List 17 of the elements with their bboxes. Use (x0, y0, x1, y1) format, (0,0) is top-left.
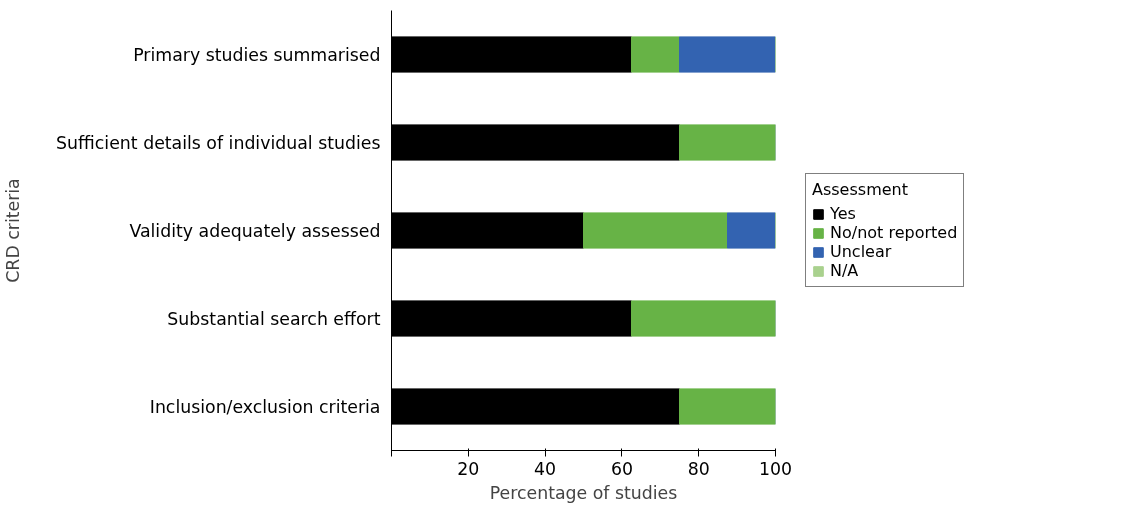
y-tick-label: Primary studies summarised (133, 44, 381, 65)
legend-label: N/A (830, 261, 859, 280)
x-tick-label: 60 (610, 458, 633, 479)
x-tick-label: 100 (758, 458, 793, 479)
y-axis-title: CRD criteria (3, 178, 24, 283)
x-tick-label: 80 (687, 458, 710, 479)
x-tick-label: 20 (457, 458, 480, 479)
legend-label: Yes (830, 204, 856, 223)
y-tick-label: Inclusion/exclusion criteria (149, 396, 381, 417)
y-tick-label: Substantial search effort (167, 308, 381, 329)
legend-label: Unclear (830, 242, 892, 261)
x-axis-title: Percentage of studies (489, 482, 678, 503)
legend-title: Assessment (812, 180, 909, 199)
legend-label: No/not reported (830, 223, 958, 242)
x-tick-label: 40 (534, 458, 557, 479)
y-tick-label: Sufficient details of individual studies (56, 132, 381, 153)
y-tick-label: Validity adequately assessed (129, 220, 381, 241)
